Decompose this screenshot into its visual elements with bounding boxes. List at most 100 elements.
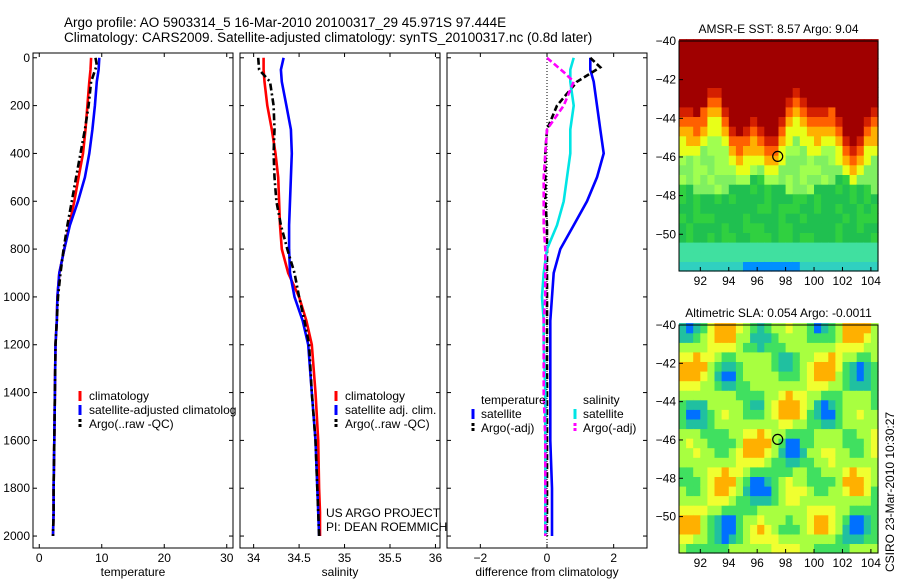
heatmap-cell — [870, 428, 879, 439]
heatmap-cell — [757, 409, 765, 420]
heatmap-cell — [721, 409, 730, 420]
heatmap-cell — [849, 447, 858, 458]
heatmap-cell — [849, 97, 858, 108]
heatmap-cell — [700, 164, 708, 175]
heatmap-cell — [693, 495, 701, 506]
y-tick-label: −42 — [656, 356, 677, 370]
heatmap-cell — [757, 58, 765, 69]
heatmap-cell — [785, 361, 794, 372]
heatmap-cell — [814, 409, 822, 420]
heatmap-cell — [835, 543, 844, 554]
heatmap-cell — [735, 447, 744, 458]
heatmap-cell — [771, 77, 780, 88]
heatmap-cell — [743, 203, 751, 214]
heatmap-cell — [814, 505, 822, 516]
heatmap-cell — [764, 533, 772, 544]
heatmap-cell — [814, 116, 822, 127]
heatmap-cell — [785, 164, 794, 175]
heatmap-cell — [849, 193, 858, 204]
heatmap-cell — [735, 342, 744, 353]
legend-label: satellite-adjusted climatolog — [89, 403, 236, 417]
heatmap-cell — [842, 428, 851, 439]
heatmap-cell — [870, 58, 879, 69]
heatmap-cell — [792, 371, 801, 382]
heatmap-cell — [743, 116, 751, 127]
heatmap-cell — [870, 232, 879, 243]
heatmap-cell — [721, 193, 730, 204]
heatmap-cell — [679, 58, 687, 69]
heatmap-cell — [714, 126, 723, 137]
heatmap-cell — [828, 428, 836, 439]
heatmap-cell — [870, 97, 879, 108]
heatmap-cell — [693, 438, 701, 449]
x-tick-label: 104 — [861, 556, 881, 570]
heatmap-cell — [778, 145, 787, 156]
heatmap-cell — [700, 203, 708, 214]
heatmap-cell — [735, 351, 744, 362]
heatmap-cell — [771, 361, 780, 372]
heatmap-cell — [757, 457, 765, 468]
heatmap-cell — [785, 524, 794, 535]
heatmap-cell — [863, 242, 872, 253]
heatmap-cell — [757, 155, 765, 166]
legend-label: satellite — [583, 407, 624, 421]
heatmap-cell — [821, 58, 829, 69]
map-panel-frame — [678, 324, 879, 554]
heatmap-cell — [728, 164, 737, 175]
heatmap-cell — [728, 457, 737, 468]
heatmap-cell — [700, 457, 708, 468]
heatmap-cell — [870, 380, 879, 391]
heatmap-cell — [821, 68, 829, 79]
heatmap-cell — [856, 323, 865, 334]
heatmap-cell — [728, 242, 737, 253]
heatmap-cell — [821, 466, 829, 477]
heatmap-cell — [856, 332, 865, 343]
heatmap-cell — [721, 164, 730, 175]
heatmap-cell — [714, 193, 723, 204]
heatmap-cell — [799, 174, 808, 185]
heatmap-cell — [792, 543, 801, 554]
heatmap-cell — [799, 184, 808, 195]
heatmap-cell — [863, 261, 872, 272]
heatmap-cell — [735, 145, 744, 156]
heatmap-cell — [707, 428, 716, 439]
heatmap-cell — [693, 524, 701, 535]
heatmap-cell — [863, 213, 872, 224]
heatmap-cell — [721, 543, 730, 554]
heatmap-cell — [750, 371, 758, 382]
heatmap-cell — [806, 174, 815, 185]
map-panel-frame — [678, 40, 879, 272]
heatmap-cell — [714, 418, 723, 430]
heatmap-cell — [849, 261, 858, 272]
heatmap-cell — [856, 371, 865, 382]
heatmap-cell — [757, 126, 765, 137]
heatmap-cell — [785, 457, 794, 468]
heatmap-cell — [814, 476, 822, 487]
heatmap-cell — [764, 418, 772, 430]
y-tick-label: −48 — [656, 471, 677, 485]
heatmap-cell — [785, 409, 794, 420]
heatmap-cell — [799, 466, 808, 477]
heatmap-cell — [856, 399, 865, 410]
heatmap-cell — [714, 495, 723, 506]
heatmap-cell — [821, 87, 829, 98]
heatmap-cell — [870, 409, 879, 420]
heatmap-cell — [686, 418, 694, 430]
heatmap-cell — [757, 438, 765, 449]
heatmap-cell — [686, 476, 694, 487]
heatmap-cell — [750, 428, 758, 439]
heatmap-cell — [686, 524, 694, 535]
heatmap-cell — [721, 48, 730, 59]
heatmap-cell — [842, 213, 851, 224]
heatmap-cell — [707, 380, 716, 391]
heatmap-cell — [849, 457, 858, 468]
heatmap-cell — [693, 135, 701, 146]
heatmap-cell — [743, 184, 751, 195]
heatmap-cell — [679, 184, 687, 195]
heatmap-cell — [735, 222, 744, 233]
heatmap-cell — [799, 193, 808, 204]
heatmap-cell — [856, 68, 865, 79]
heatmap-cell — [714, 342, 723, 353]
x-tick-label: 102 — [832, 556, 852, 570]
heatmap-cell — [721, 466, 730, 477]
